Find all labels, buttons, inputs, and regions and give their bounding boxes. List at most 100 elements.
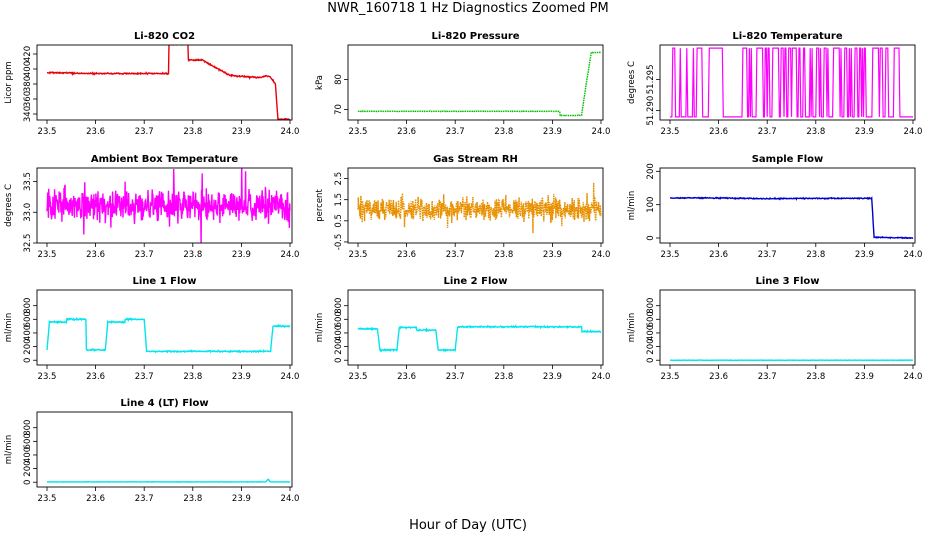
page-x-axis-label: Hour of Day (UTC) (409, 518, 527, 533)
x-tick-label: 24.0 (592, 250, 611, 260)
x-tick-label: 23.7 (446, 127, 465, 137)
plot-frame (659, 289, 916, 366)
x-tick-label: 23.6 (86, 250, 105, 260)
chart-title: Ambient Box Temperature (91, 154, 238, 165)
x-tick-label: 23.9 (232, 127, 251, 137)
series-line (46, 168, 291, 243)
y-tick-label: 800 (646, 298, 656, 314)
x-tick-label: 23.5 (349, 250, 368, 260)
chart-panel: Line 1 Flow ml/min 23.5 23.6 23.7 23.8 23.9 24.… (4, 276, 299, 382)
chart-panel: Gas Stream RH percent 23.5 23.6 23.7 23.8 23.9… (315, 154, 610, 260)
series-line (670, 196, 914, 240)
y-tick-label: 600 (646, 311, 656, 327)
chart-panel: Sample Flow ml/min 23.5 23.6 23.7 23.8 23.9 24.… (627, 154, 922, 260)
y-tick-label: 2.5 (334, 172, 344, 186)
y-tick-label: 800 (334, 298, 344, 314)
series-line (670, 47, 913, 118)
chart-title: Li-820 Temperature (732, 31, 842, 42)
y-tick-label: 400 (334, 325, 344, 341)
x-tick-label: 23.6 (709, 250, 728, 260)
y-tick-label: 200 (646, 338, 656, 354)
plot-frame (347, 44, 604, 121)
x-tick-label: 24.0 (904, 127, 923, 137)
x-tick-label: 23.7 (758, 372, 777, 382)
x-tick-label: 23.5 (38, 250, 57, 260)
chart-panel: Line 3 Flow ml/min 23.5 23.6 23.7 23.8 23.9 24.… (627, 276, 922, 382)
chart-title: Gas Stream RH (433, 154, 518, 165)
x-tick-label: 23.7 (135, 372, 154, 382)
plot-frame (36, 411, 293, 488)
y-tick-label: 0 (646, 235, 656, 240)
x-tick-label: 24.0 (281, 250, 300, 260)
x-tick-label: 23.5 (38, 494, 57, 504)
x-tick-label: 23.5 (661, 127, 680, 137)
x-tick-label: 23.9 (543, 372, 562, 382)
y-axis-label: kPa (315, 75, 325, 90)
y-tick-label: 32.5 (23, 234, 33, 253)
x-tick-label: 23.6 (86, 494, 105, 504)
x-tick-label: 23.5 (349, 372, 368, 382)
y-tick-label: 800 (23, 298, 33, 314)
x-tick-label: 23.9 (232, 372, 251, 382)
y-tick-label: 100 (646, 197, 656, 213)
chart-panel: Li-820 Temperature degrees C 23.5 23.6 23.7 2… (627, 31, 922, 137)
y-tick-label: 200 (334, 338, 344, 354)
plot-frame (36, 167, 293, 244)
y-tick-label: 340 (23, 106, 33, 122)
chart-panel: Line 2 Flow ml/min 23.5 23.6 23.7 23.8 23.9 24.… (315, 276, 610, 382)
x-tick-label: 23.6 (86, 127, 105, 137)
y-tick-label: 80 (334, 74, 344, 85)
x-tick-label: 23.7 (758, 250, 777, 260)
x-tick-label: 23.8 (494, 372, 513, 382)
x-tick-label: 23.5 (38, 372, 57, 382)
y-tick-label: 0 (646, 358, 656, 363)
plot-frame (36, 44, 293, 121)
y-tick-label: 400 (23, 447, 33, 463)
y-tick-label: 0 (334, 358, 344, 363)
plot-frame (347, 289, 604, 366)
plot-frame (36, 289, 293, 366)
chart-panel: Ambient Box Temperature degrees C 23.5 23.6… (4, 154, 299, 260)
y-tick-label: 33.5 (23, 172, 33, 191)
x-tick-label: 23.8 (183, 494, 202, 504)
y-tick-label: 400 (23, 61, 33, 77)
x-tick-label: 23.7 (446, 250, 465, 260)
x-tick-label: 24.0 (592, 127, 611, 137)
y-tick-label: 200 (23, 460, 33, 476)
x-tick-label: 23.6 (397, 250, 416, 260)
y-tick-label: 200 (23, 338, 33, 354)
x-tick-label: 23.8 (494, 250, 513, 260)
plot-frame (659, 44, 916, 121)
x-tick-label: 23.8 (806, 127, 825, 137)
y-axis-label: degrees C (627, 61, 637, 104)
y-tick-label: 33.0 (23, 203, 33, 222)
chart-panel: Li-820 Pressure kPa 23.5 23.6 23.7 23.8 23.9 24… (315, 31, 610, 137)
series-line (357, 51, 602, 117)
chart-title: Li-820 Pressure (431, 31, 519, 42)
y-tick-label: 420 (23, 46, 33, 62)
y-tick-label: 51.290 (646, 96, 656, 126)
x-tick-label: 24.0 (904, 372, 923, 382)
y-axis-label: ml/min (627, 313, 637, 343)
series-line (669, 359, 914, 362)
x-tick-label: 23.6 (397, 372, 416, 382)
y-tick-label: 0 (23, 358, 33, 363)
x-tick-label: 24.0 (592, 372, 611, 382)
y-axis-label: ml/min (4, 313, 14, 343)
y-axis-label: Licor ppm (4, 61, 14, 103)
x-tick-label: 23.8 (806, 250, 825, 260)
x-tick-label: 23.5 (661, 372, 680, 382)
x-tick-label: 23.7 (135, 494, 154, 504)
chart-panel: Line 4 (LT) Flow ml/min 23.5 23.6 23.7 23.8 23… (4, 398, 299, 504)
x-tick-label: 23.8 (183, 250, 202, 260)
x-tick-label: 23.9 (543, 250, 562, 260)
y-tick-label: 800 (23, 420, 33, 436)
y-tick-label: 600 (23, 433, 33, 449)
chart-title: Line 3 Flow (756, 276, 820, 287)
chart-panel: Li-820 CO2 Licor ppm 23.5 23.6 23.7 23.8 23.9 2… (4, 31, 299, 137)
y-tick-label: 1.5 (334, 193, 344, 207)
y-tick-label: -0.5 (334, 234, 344, 251)
x-tick-label: 24.0 (281, 372, 300, 382)
x-tick-label: 23.8 (806, 372, 825, 382)
x-tick-label: 23.6 (709, 372, 728, 382)
